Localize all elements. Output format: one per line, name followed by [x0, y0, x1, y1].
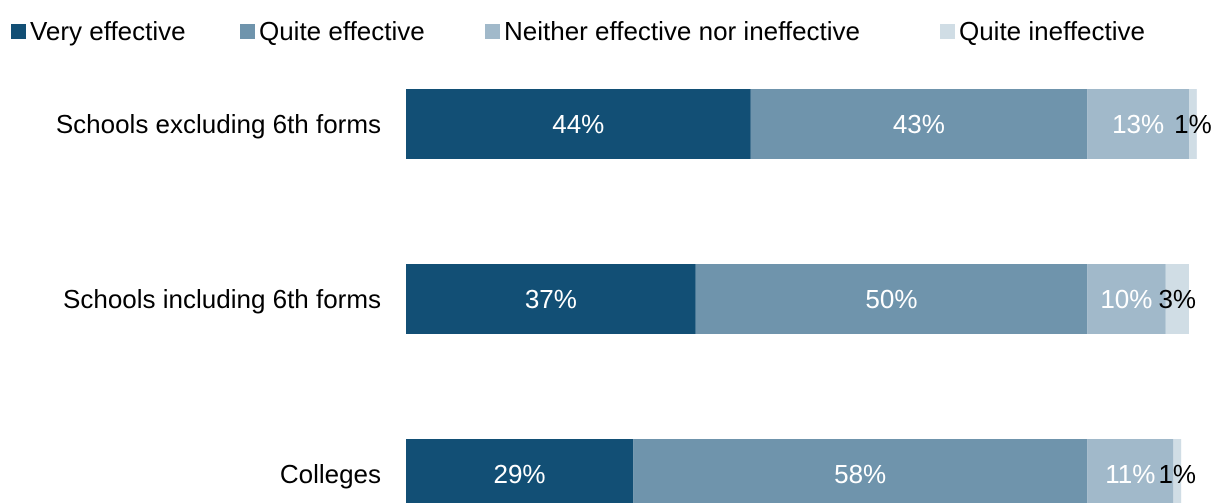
category-label-schools-excluding-6th-forms: Schools excluding 6th forms	[56, 109, 381, 139]
bar-colleges-very-effective	[406, 439, 634, 503]
bar-schools-excluding-6th-forms-quite-ineffective	[1189, 89, 1197, 159]
category-label-colleges: Colleges	[280, 459, 381, 489]
data-label-schools-excluding-6th-forms-neither-effective-nor-ineffective: 13%	[1112, 109, 1164, 139]
legend-label: Very effective	[30, 16, 186, 46]
legend-item-neither-effective-nor-ineffective: Neither effective nor ineffective	[485, 16, 860, 46]
data-label-colleges-neither-effective-nor-ineffective: 11%	[1105, 459, 1155, 489]
legend-label: Quite effective	[259, 16, 425, 46]
bar-schools-excluding-6th-forms-quite-effective	[750, 89, 1088, 159]
legend-label: Neither effective nor ineffective	[504, 16, 860, 46]
data-label-colleges-very-effective: 29%	[494, 459, 546, 489]
data-label-schools-including-6th-forms-quite-effective: 50%	[865, 284, 917, 314]
legend-swatch	[240, 24, 255, 39]
bar-colleges-quite-effective	[633, 439, 1088, 503]
bars	[406, 89, 1197, 503]
bar-schools-excluding-6th-forms-neither-effective-nor-ineffective	[1087, 89, 1189, 159]
data-label-schools-excluding-6th-forms-quite-ineffective: 1%	[1174, 109, 1212, 139]
data-labels: 44% 43% 13% 1%37% 50% 10% 3%29% 58% 11% 1%	[494, 109, 1212, 489]
data-label-colleges-quite-effective: 58%	[834, 459, 886, 489]
bar-schools-including-6th-forms-very-effective	[406, 264, 696, 334]
category-labels: Schools excluding 6th forms Schools inclu…	[56, 109, 381, 489]
bar-schools-including-6th-forms-neither-effective-nor-ineffective	[1087, 264, 1166, 334]
legend-item-very-effective: Very effective	[11, 16, 186, 46]
data-label-schools-including-6th-forms-neither-effective-nor-ineffective: 10%	[1100, 284, 1152, 314]
bar-colleges-quite-ineffective	[1173, 439, 1182, 503]
bar-schools-including-6th-forms-quite-ineffective	[1165, 264, 1189, 334]
legend-swatch	[11, 24, 26, 39]
data-label-schools-excluding-6th-forms-very-effective: 44%	[552, 109, 604, 139]
legend-item-quite-effective: Quite effective	[240, 16, 425, 46]
legend-swatch	[940, 24, 955, 39]
legend-item-quite-ineffective: Quite ineffective	[940, 16, 1145, 46]
data-label-schools-excluding-6th-forms-quite-effective: 43%	[893, 109, 945, 139]
bar-schools-excluding-6th-forms-very-effective	[406, 89, 751, 159]
category-label-schools-including-6th-forms: Schools including 6th forms	[63, 284, 381, 314]
data-label-colleges-quite-ineffective: 1%	[1158, 459, 1196, 489]
data-label-schools-including-6th-forms-very-effective: 37%	[525, 284, 577, 314]
legend-label: Quite ineffective	[959, 16, 1145, 46]
bar-colleges-neither-effective-nor-ineffective	[1087, 439, 1174, 503]
data-label-schools-including-6th-forms-quite-ineffective: 3%	[1158, 284, 1196, 314]
legend: Very effective Quite effective Neither eff…	[11, 16, 1145, 46]
bar-schools-including-6th-forms-quite-effective	[695, 264, 1088, 334]
legend-swatch	[485, 24, 500, 39]
